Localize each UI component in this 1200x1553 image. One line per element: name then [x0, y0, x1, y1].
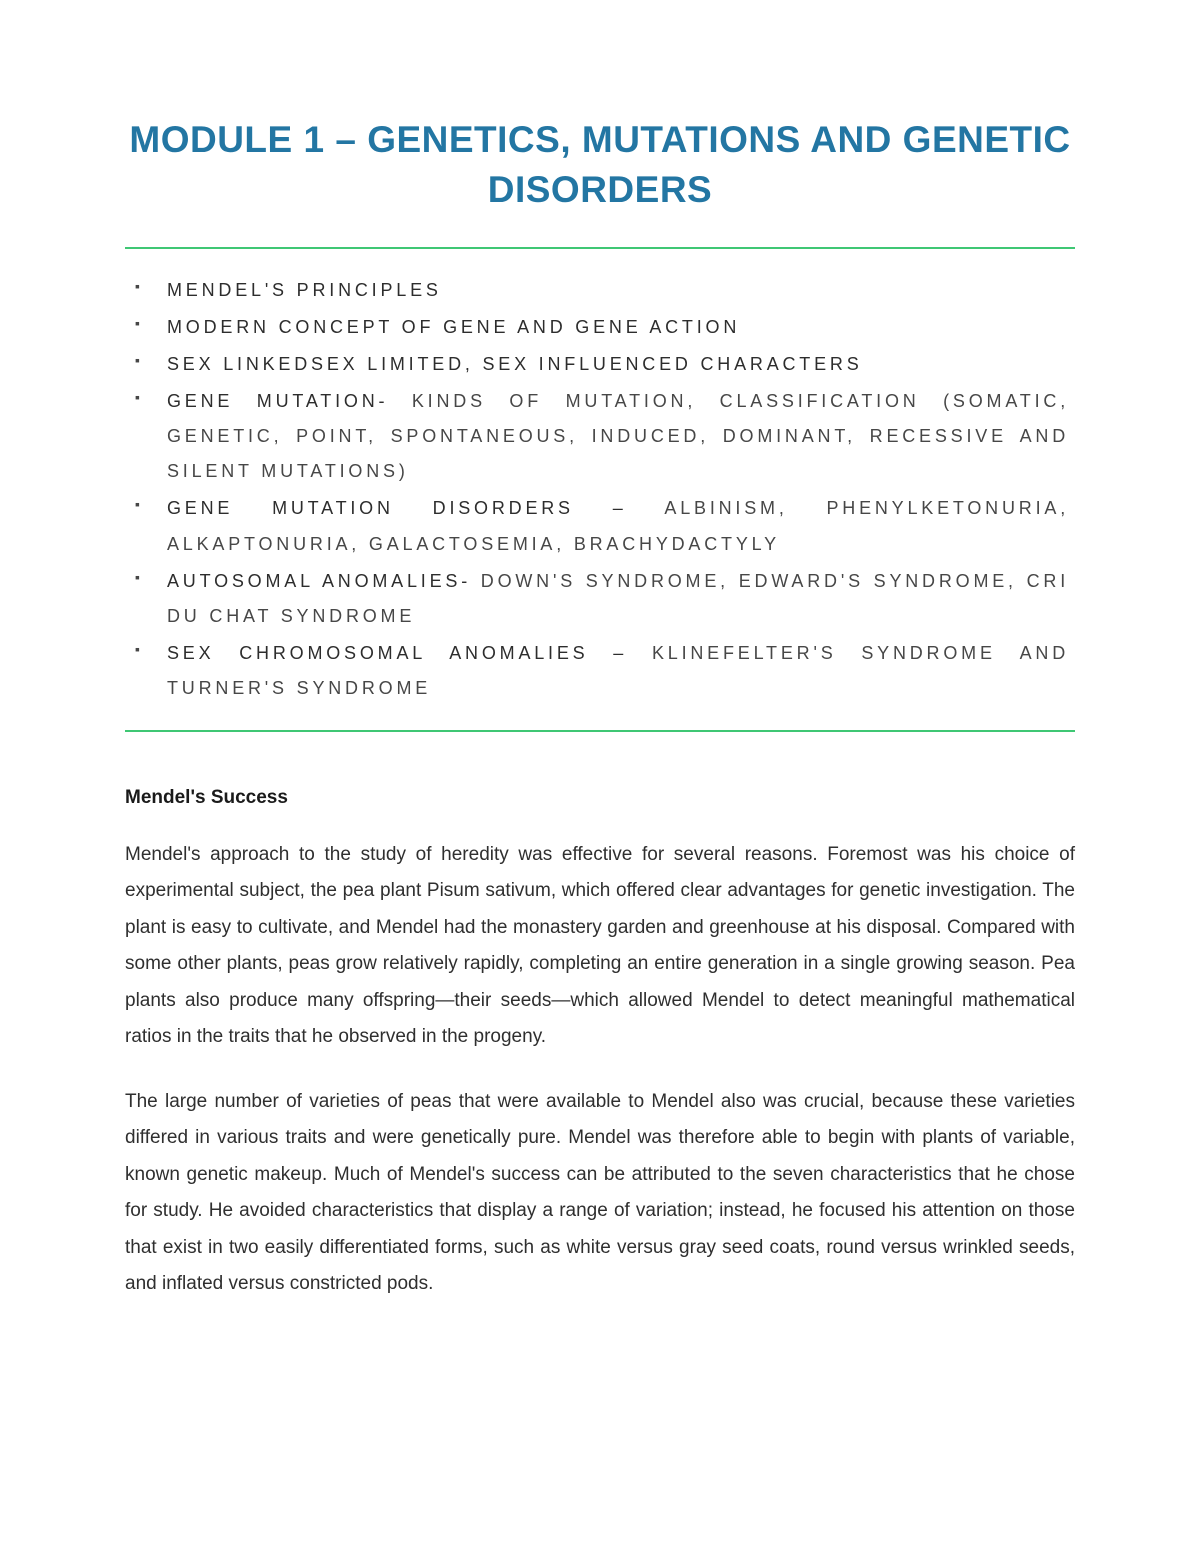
topic-item: AUTOSOMAL ANOMALIES- DOWN'S SYNDROME, ED…	[131, 564, 1069, 634]
topic-prefix: SEX CHROMOSOMAL ANOMALIES –	[167, 643, 627, 663]
topic-item: SEX LINKEDSEX LIMITED, SEX INFLUENCED CH…	[131, 347, 1069, 382]
divider-bottom	[125, 730, 1075, 732]
topic-item: GENE MUTATION DISORDERS – ALBINISM, PHEN…	[131, 491, 1069, 561]
topic-item: SEX CHROMOSOMAL ANOMALIES – KLINEFELTER'…	[131, 636, 1069, 706]
topic-item: GENE MUTATION- KINDS OF MUTATION, CLASSI…	[131, 384, 1069, 489]
body-paragraph: Mendel's approach to the study of heredi…	[125, 837, 1075, 1056]
topic-item: MODERN CONCEPT OF GENE AND GENE ACTION	[131, 310, 1069, 345]
topic-prefix: MODERN CONCEPT OF GENE AND GENE ACTION	[167, 317, 740, 337]
topics-list: MENDEL'S PRINCIPLES MODERN CONCEPT OF GE…	[125, 273, 1075, 706]
topic-prefix: GENE MUTATION-	[167, 391, 388, 411]
topic-prefix: AUTOSOMAL ANOMALIES-	[167, 571, 471, 591]
topic-prefix: MENDEL'S PRINCIPLES	[167, 280, 442, 300]
body-paragraph: The large number of varieties of peas th…	[125, 1084, 1075, 1303]
document-page: MODULE 1 – GENETICS, MUTATIONS AND GENET…	[0, 0, 1200, 1431]
divider-top	[125, 247, 1075, 249]
topic-prefix: GENE MUTATION DISORDERS –	[167, 498, 627, 518]
topic-item: MENDEL'S PRINCIPLES	[131, 273, 1069, 308]
section-heading: Mendel's Success	[125, 787, 1075, 809]
module-title: MODULE 1 – GENETICS, MUTATIONS AND GENET…	[125, 115, 1075, 215]
topic-prefix: SEX LINKEDSEX LIMITED, SEX INFLUENCED CH…	[167, 354, 863, 374]
